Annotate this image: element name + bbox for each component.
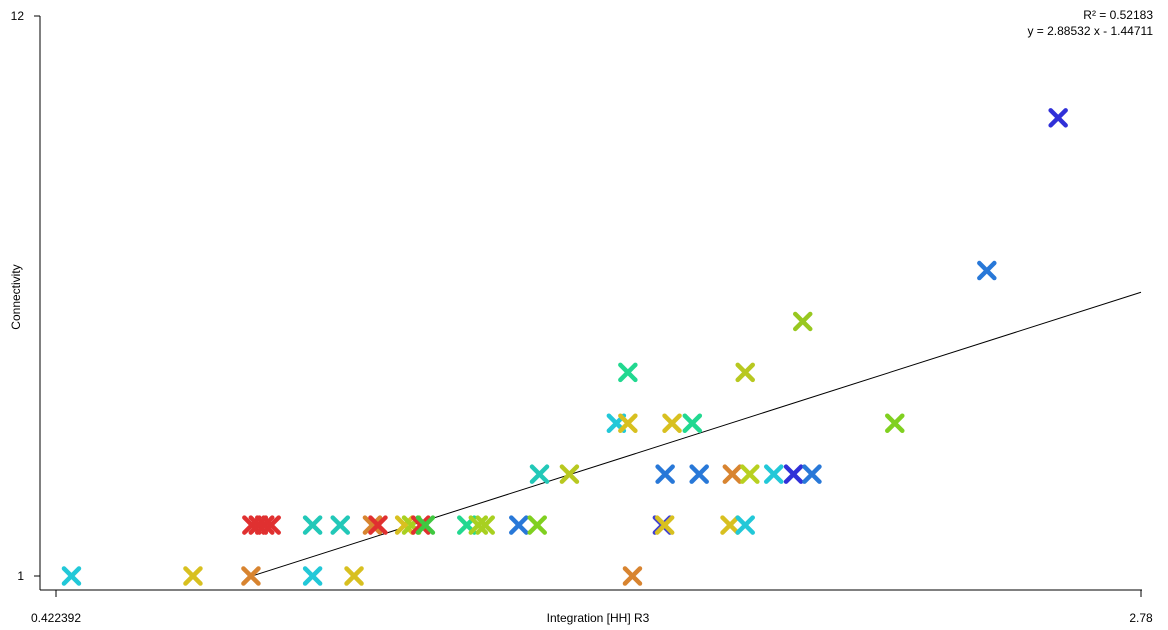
- x-axis-title: Integration [HH] R3: [547, 611, 650, 625]
- data-point: [261, 515, 281, 535]
- data-point: [241, 566, 261, 586]
- y-axis-title: Connectivity: [9, 264, 23, 329]
- data-point: [618, 362, 638, 383]
- data-point: [682, 413, 703, 434]
- data-point: [977, 260, 997, 281]
- y-tick-label-min: 1: [17, 569, 24, 583]
- data-points: [61, 108, 1068, 586]
- data-point: [622, 566, 643, 586]
- r-squared-label: R² = 0.52183: [1083, 8, 1153, 22]
- data-point: [662, 413, 682, 434]
- regression-equation-label: y = 2.88532 x - 1.44711: [1027, 24, 1153, 38]
- data-point: [735, 515, 755, 535]
- data-point: [654, 515, 675, 535]
- data-point: [61, 566, 82, 586]
- x-tick-label-max: 2.78: [1129, 611, 1153, 625]
- data-point: [362, 515, 383, 535]
- data-point: [735, 362, 755, 383]
- data-point: [255, 515, 275, 535]
- data-point: [720, 515, 740, 535]
- data-point: [1048, 108, 1068, 128]
- data-point: [527, 515, 547, 535]
- x-tick-label-min: 0.422392: [31, 611, 81, 625]
- data-point: [509, 515, 529, 535]
- data-point: [689, 464, 709, 484]
- data-point: [783, 464, 804, 484]
- data-point: [368, 515, 388, 535]
- data-point: [885, 413, 905, 434]
- data-point: [302, 515, 323, 535]
- data-point: [330, 515, 350, 535]
- data-point: [655, 464, 675, 484]
- data-point: [415, 515, 436, 535]
- data-point: [802, 464, 822, 484]
- y-tick-label-max: 12: [11, 9, 25, 23]
- data-point: [792, 311, 813, 332]
- data-point: [740, 464, 760, 484]
- data-point: [529, 464, 550, 484]
- data-point: [618, 413, 638, 434]
- data-point: [559, 464, 580, 484]
- data-point: [344, 566, 364, 586]
- data-point: [183, 566, 203, 586]
- data-point: [722, 464, 743, 484]
- data-point: [764, 464, 784, 484]
- data-point: [411, 515, 431, 535]
- data-point: [302, 566, 323, 586]
- data-point: [475, 515, 495, 535]
